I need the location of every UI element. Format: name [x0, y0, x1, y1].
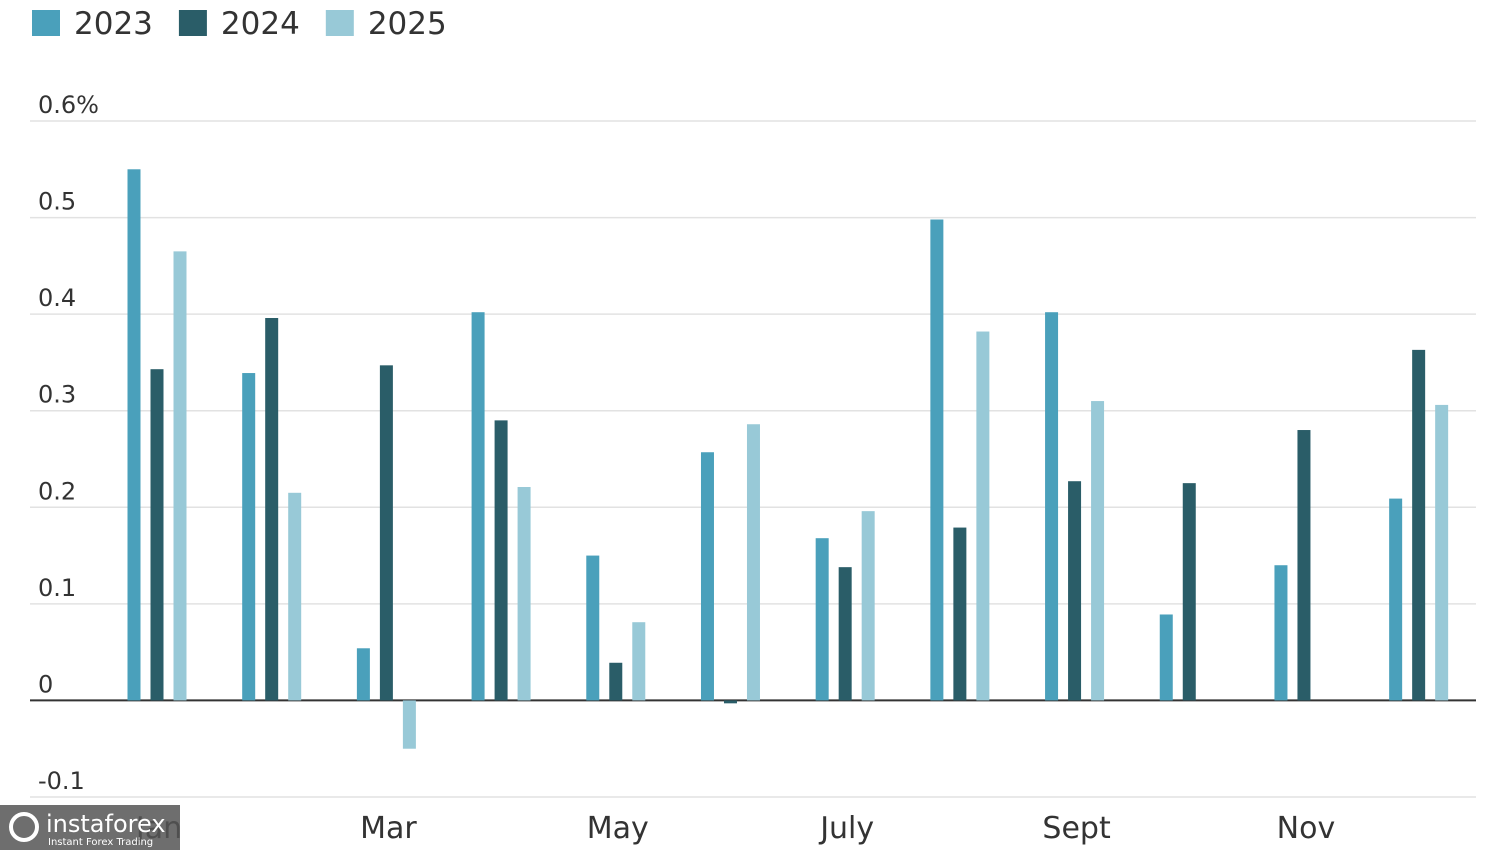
bar [517, 487, 531, 701]
legend-swatch [325, 10, 354, 36]
y-tick-label: 0.6% [38, 91, 99, 119]
bar [976, 331, 990, 701]
y-tick-label: 0.2 [38, 477, 76, 505]
bar [1389, 498, 1403, 701]
bar [402, 700, 416, 749]
bar [746, 424, 760, 701]
bar [930, 219, 944, 701]
x-tick-label: July [818, 811, 874, 846]
bar [861, 511, 875, 701]
bar [723, 700, 737, 704]
bar [494, 420, 508, 701]
bar [1274, 565, 1288, 701]
legend-label: 2024 [221, 6, 300, 42]
bar [838, 567, 852, 701]
bar [586, 555, 600, 701]
bar [242, 373, 256, 701]
bar [356, 648, 370, 701]
bar [127, 169, 141, 701]
bar [379, 365, 393, 701]
x-tick-label: Nov [1277, 811, 1336, 846]
bar [815, 538, 829, 701]
bar [953, 527, 967, 701]
y-tick-label: 0.5 [38, 188, 76, 216]
bar [150, 369, 164, 701]
bar [700, 452, 714, 701]
bar [632, 622, 646, 701]
bar [1091, 401, 1105, 701]
x-tick-label: May [587, 811, 649, 846]
y-tick-label: 0.4 [38, 284, 76, 312]
bar [1045, 312, 1059, 701]
watermark-icon [9, 812, 39, 842]
bar [173, 251, 187, 701]
watermark-text: instaforex [46, 810, 166, 838]
x-tick-label: Mar [360, 811, 417, 846]
bar [471, 312, 485, 701]
legend-label: 2023 [74, 6, 153, 42]
bar [1159, 614, 1173, 701]
watermark-bg [0, 805, 180, 850]
watermark-subtext: Instant Forex Trading [48, 837, 153, 848]
bar [1435, 404, 1449, 701]
y-tick-label: -0.1 [38, 767, 85, 795]
y-tick-label: 0.3 [38, 381, 76, 409]
bar [1297, 430, 1311, 701]
bar [288, 492, 302, 701]
bar [1068, 481, 1082, 701]
y-tick-label: 0.1 [38, 574, 76, 602]
legend-swatch [32, 10, 60, 36]
y-tick-label: 0 [38, 670, 53, 698]
watermark: instaforex Instant Forex Trading [0, 805, 180, 850]
x-tick-label: Sept [1042, 811, 1111, 846]
legend-swatch [178, 10, 207, 36]
bar [1412, 349, 1426, 701]
bar [1182, 483, 1196, 701]
bar [609, 662, 623, 701]
bar [265, 318, 279, 701]
legend-label: 2025 [368, 6, 447, 42]
